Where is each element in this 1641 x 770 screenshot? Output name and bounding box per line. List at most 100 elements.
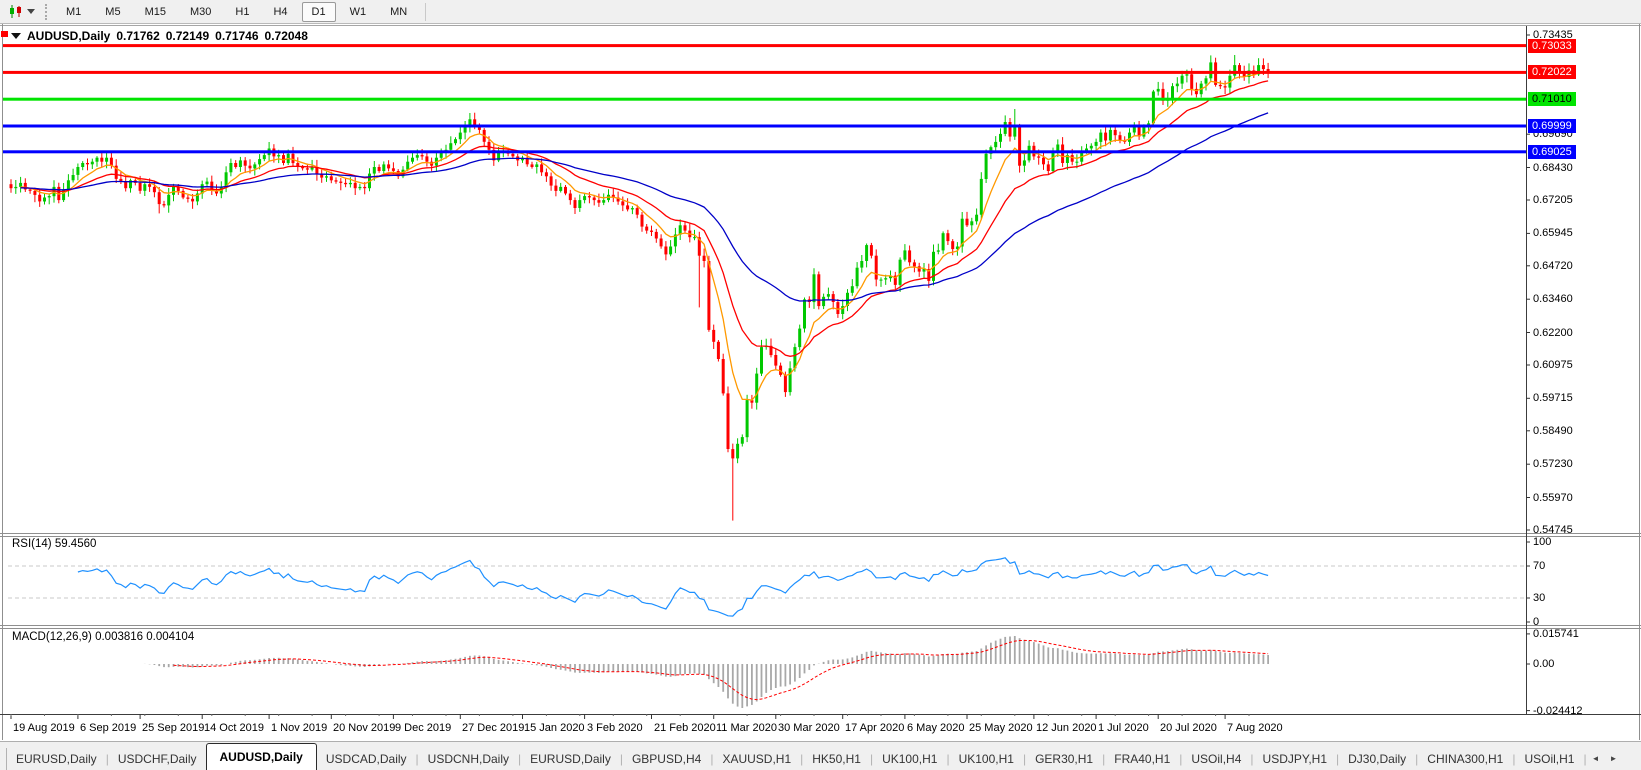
price-tick-label: 0.54745 bbox=[1533, 524, 1573, 536]
tab-scroll-left-icon[interactable]: ◄ bbox=[1591, 754, 1600, 763]
rsi-tick-label: 100 bbox=[1533, 536, 1552, 548]
bar-high-value: 0.72149 bbox=[165, 29, 210, 43]
date-tick-label: 30 Mar 2020 bbox=[778, 722, 840, 734]
price-badge: 0.71010 bbox=[1528, 92, 1576, 106]
tab-bar-edge bbox=[0, 748, 7, 770]
price-tick-label: 0.67205 bbox=[1533, 194, 1573, 206]
tab-gbpusd-h4[interactable]: GBPUSD,H4 bbox=[631, 752, 702, 766]
tab-hk50-h1[interactable]: HK50,H1 bbox=[812, 752, 861, 766]
macd-tick-label: -0.024412 bbox=[1533, 705, 1583, 717]
chart-type-icon[interactable] bbox=[4, 2, 39, 21]
tab-china300-h1[interactable]: CHINA300,H1 bbox=[1427, 752, 1504, 766]
tab-xauusd-h1[interactable]: XAUUSD,H1 bbox=[722, 752, 792, 766]
chart-title: AUDUSD,Daily 0.71762 0.72149 0.71746 0.7… bbox=[11, 29, 314, 43]
date-tick-label: 19 Aug 2019 bbox=[13, 722, 75, 734]
date-tick-label: 14 Oct 2019 bbox=[204, 722, 264, 734]
tab-separator: | bbox=[946, 752, 950, 766]
chevron-down-icon bbox=[27, 9, 35, 14]
rsi-tick-label: 70 bbox=[1533, 560, 1546, 572]
candlestick-chart-icon bbox=[10, 5, 21, 18]
tab-separator: | bbox=[518, 752, 522, 766]
timeframe-button-h4[interactable]: H4 bbox=[273, 5, 288, 18]
tab-eurusd-daily[interactable]: EURUSD,Daily bbox=[16, 752, 97, 766]
tab-separator: | bbox=[1102, 752, 1106, 766]
price-tick-label: 0.73435 bbox=[1533, 29, 1573, 41]
tab-separator: | bbox=[710, 752, 714, 766]
rsi-tick-label: 30 bbox=[1533, 592, 1546, 604]
date-tick-label: 21 Feb 2020 bbox=[654, 722, 716, 734]
tab-usoil-h1[interactable]: USOil,H1 bbox=[1524, 752, 1575, 766]
macd-histogram bbox=[143, 636, 1269, 708]
tab-ger30-h1[interactable]: GER30,H1 bbox=[1035, 752, 1094, 766]
date-tick-label: 6 May 2020 bbox=[907, 722, 965, 734]
tab-scroll-right-icon[interactable]: ► bbox=[1609, 754, 1618, 763]
date-tick-label: 20 Nov 2019 bbox=[333, 722, 396, 734]
tab-separator: | bbox=[619, 752, 623, 766]
tab-uk100-h1[interactable]: UK100,H1 bbox=[958, 752, 1014, 766]
date-tick-label: 7 Aug 2020 bbox=[1227, 722, 1283, 734]
macd-tick-label: 0.00 bbox=[1533, 658, 1555, 670]
date-tick-label: 6 Sep 2019 bbox=[80, 722, 137, 734]
rsi-line bbox=[77, 557, 1269, 617]
tab-uk100-h1[interactable]: UK100,H1 bbox=[882, 752, 938, 766]
tab-separator: | bbox=[869, 752, 874, 766]
tab-separator: | bbox=[415, 752, 419, 766]
bar-close-value: 0.72048 bbox=[264, 29, 308, 43]
timeframe-button-mn[interactable]: MN bbox=[390, 5, 408, 18]
tab-separator: | bbox=[1179, 752, 1183, 766]
rsi-indicator-label: RSI(14) 59.4560 bbox=[12, 538, 97, 550]
timeframe-button-h1[interactable]: H1 bbox=[235, 5, 250, 18]
tab-separator: | bbox=[1250, 752, 1254, 766]
timeframe-button-m30[interactable]: M30 bbox=[189, 5, 212, 18]
price-tick-label: 0.63460 bbox=[1533, 293, 1573, 305]
timeframe-button-m5[interactable]: M5 bbox=[105, 5, 121, 18]
toolbar-grip[interactable] bbox=[45, 3, 47, 20]
date-tick-label: 1 Jul 2020 bbox=[1098, 722, 1149, 734]
price-tick-label: 0.58490 bbox=[1533, 425, 1573, 437]
tab-usdcad-daily[interactable]: USDCAD,Daily bbox=[325, 752, 407, 766]
chart-canvas[interactable] bbox=[0, 24, 1641, 741]
tab-usdcnh-daily[interactable]: USDCNH,Daily bbox=[427, 752, 510, 766]
chart-tab-bar: EURUSD,Daily | USDCHF,Daily AUDUSD,Daily USD… bbox=[0, 741, 1641, 770]
macd-signal-line bbox=[173, 639, 1269, 701]
date-tick-label: 20 Jul 2020 bbox=[1160, 722, 1217, 734]
price-badge: 0.69025 bbox=[1528, 145, 1576, 159]
timeframe-buttons: M1 M5 M15 M30 H1 H4 D1 W1 MN bbox=[54, 1, 419, 22]
date-tick-label: 25 May 2020 bbox=[969, 722, 1033, 734]
tab-fra40-h1[interactable]: FRA40,H1 bbox=[1114, 752, 1171, 766]
tab-separator: | bbox=[1583, 752, 1587, 766]
bar-low-value: 0.71746 bbox=[215, 29, 259, 43]
price-badge: 0.72022 bbox=[1528, 65, 1576, 79]
chart-menu-icon[interactable] bbox=[11, 33, 21, 39]
tab-separator: | bbox=[1336, 752, 1340, 766]
tab-usoil-h4[interactable]: USOil,H4 bbox=[1191, 752, 1242, 766]
ma-mid-red bbox=[20, 80, 1269, 357]
tab-separator: | bbox=[1415, 752, 1419, 766]
date-tick-label: 12 Jun 2020 bbox=[1036, 722, 1097, 734]
price-tick-label: 0.60975 bbox=[1533, 359, 1573, 371]
date-tick-label: 25 Sep 2019 bbox=[142, 722, 205, 734]
timeframe-button-m1[interactable]: M1 bbox=[66, 5, 82, 18]
date-tick-label: 11 Mar 2020 bbox=[716, 722, 777, 734]
tab-dj30-daily[interactable]: DJ30,Daily bbox=[1348, 752, 1407, 766]
rsi-tick-label: 0 bbox=[1533, 616, 1540, 628]
tab-separator: | bbox=[800, 752, 804, 766]
bar-open-value: 0.71762 bbox=[116, 29, 160, 43]
tab-audusd-daily[interactable]: AUDUSD,Daily bbox=[205, 743, 317, 770]
timeframe-button-d1[interactable]: D1 bbox=[301, 1, 336, 22]
tab-usdchf-daily[interactable]: USDCHF,Daily bbox=[117, 752, 197, 766]
price-badge: 0.69999 bbox=[1528, 119, 1576, 133]
tab-eurusd-daily[interactable]: EURUSD,Daily bbox=[530, 752, 611, 766]
price-tick-label: 0.68430 bbox=[1533, 162, 1573, 174]
chart-window[interactable]: AUDUSD,Daily 0.71762 0.72149 0.71746 0.7… bbox=[0, 24, 1641, 741]
tab-usdjpy-h1[interactable]: USDJPY,H1 bbox=[1262, 752, 1328, 766]
date-tick-label: 9 Dec 2019 bbox=[395, 722, 452, 734]
price-tick-label: 0.57230 bbox=[1533, 458, 1573, 470]
horizontal-level-lines bbox=[3, 44, 1526, 154]
timeframe-button-w1[interactable]: W1 bbox=[349, 5, 367, 18]
price-tick-label: 0.65945 bbox=[1533, 227, 1573, 239]
timeframe-button-m15[interactable]: M15 bbox=[144, 5, 166, 18]
macd-indicator-label: MACD(12,26,9) 0.003816 0.004104 bbox=[12, 631, 195, 643]
timeframe-toolbar: M1 M5 M15 M30 H1 H4 D1 W1 MN bbox=[0, 0, 1641, 24]
price-tick-label: 0.59715 bbox=[1533, 392, 1573, 404]
